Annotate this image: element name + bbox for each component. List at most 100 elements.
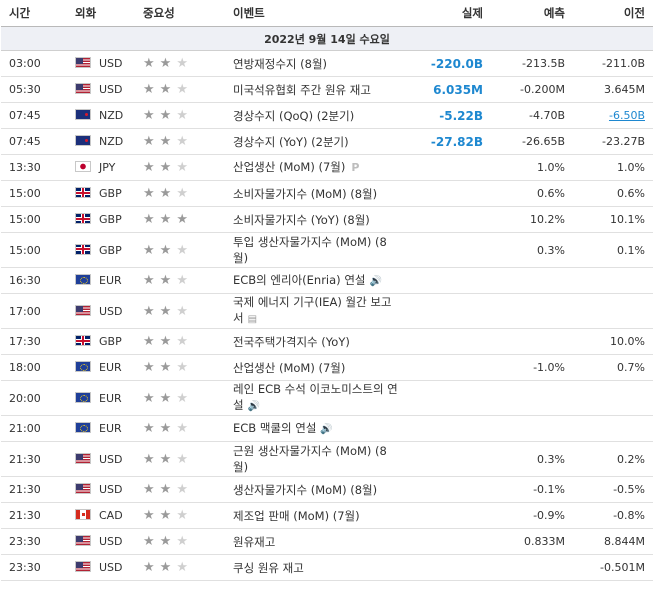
- event-name-link[interactable]: 근원 생산자물가지수 (MoM) (8월): [233, 444, 387, 474]
- event-row[interactable]: 21:30 USD ★★★ 근원 생산자물가지수 (MoM) (8월) 0.3% 0.2%: [1, 441, 653, 477]
- event-name-cell[interactable]: 소비자물가지수 (YoY) (8월): [225, 206, 407, 233]
- event-row[interactable]: 15:00 GBP ★★★ 소비자물가지수 (YoY) (8월) 10.2% 10.1%: [1, 206, 653, 233]
- event-name-link[interactable]: 경상수지 (QoQ) (2분기): [233, 108, 355, 123]
- actual-value: [407, 415, 491, 442]
- event-name-link[interactable]: 원유재고: [233, 534, 276, 549]
- event-name-cell[interactable]: 미국석유협회 주간 원유 재고: [225, 76, 407, 103]
- event-name-cell[interactable]: 근원 생산자물가지수 (MoM) (8월): [225, 441, 407, 477]
- event-row[interactable]: 21:30 USD ★★★ 생산자물가지수 (MoM) (8월) -0.1% -0.5%: [1, 476, 653, 503]
- event-row[interactable]: 15:00 GBP ★★★ 투입 생산자물가지수 (MoM) (8월) 0.3% 0.1%: [1, 232, 653, 268]
- event-row[interactable]: 13:30 JPY ★★★ 산업생산 (MoM) (7월) P 1.0% 1.0%: [1, 154, 653, 181]
- event-name-link[interactable]: 국제 에너지 기구(IEA) 월간 보고서: [233, 295, 392, 325]
- event-row[interactable]: 15:00 GBP ★★★ 소비자물가지수 (MoM) (8월) 0.6% 0.6%: [1, 180, 653, 207]
- event-name-cell[interactable]: 경상수지 (QoQ) (2분기): [225, 102, 407, 129]
- event-name-cell[interactable]: 연방재정수지 (8월): [225, 50, 407, 77]
- event-time: 07:45: [1, 102, 67, 129]
- event-name-link[interactable]: 연방재정수지 (8월): [233, 56, 328, 71]
- event-row[interactable]: 21:00 EUR ★★★ ECB 맥쿨의 연설 🔊: [1, 415, 653, 442]
- previous-value-text: 1.0%: [617, 161, 645, 174]
- col-time-header[interactable]: 시간: [1, 0, 67, 27]
- event-row[interactable]: 17:00 USD ★★★ 국제 에너지 기구(IEA) 월간 보고서 ▤: [1, 293, 653, 329]
- event-row[interactable]: 03:00 USD ★★★ 연방재정수지 (8월) -220.0B -213.5B -211…: [1, 50, 653, 77]
- event-row[interactable]: 17:30 GBP ★★★ 전국주택가격지수 (YoY) 10.0%: [1, 328, 653, 355]
- event-name-link[interactable]: 미국석유협회 주간 원유 재고: [233, 82, 371, 97]
- event-name-cell[interactable]: 소비자물가지수 (MoM) (8월): [225, 180, 407, 207]
- star-empty-icon: ★: [176, 360, 193, 375]
- col-forecast-header[interactable]: 예측: [491, 0, 573, 27]
- event-name-cell[interactable]: 국제 에너지 기구(IEA) 월간 보고서 ▤: [225, 293, 407, 329]
- event-name-link[interactable]: 산업생산 (MoM) (7월): [233, 360, 346, 375]
- event-time: 03:00: [1, 50, 67, 77]
- event-name-cell[interactable]: 레인 ECB 수석 이코노미스트의 연설 🔊: [225, 380, 407, 416]
- currency-code: NZD: [99, 135, 124, 148]
- currency-code: GBP: [99, 187, 122, 200]
- event-name-link[interactable]: 소비자물가지수 (MoM) (8월): [233, 186, 378, 201]
- star-filled-icon: ★: [143, 421, 160, 436]
- col-event-header[interactable]: 이벤트: [225, 0, 407, 27]
- event-name-cell[interactable]: 제조업 판매 (MoM) (7월): [225, 502, 407, 529]
- star-empty-icon: ★: [176, 273, 193, 288]
- currency-cell: EUR: [67, 415, 135, 442]
- event-row[interactable]: 07:45 NZD ★★★ 경상수지 (QoQ) (2분기) -5.22B -4.70B -…: [1, 102, 653, 129]
- col-importance-header[interactable]: 중요성: [135, 0, 225, 27]
- event-name-cell[interactable]: 투입 생산자물가지수 (MoM) (8월): [225, 232, 407, 268]
- event-name-cell[interactable]: ECB의 엔리아(Enria) 연설 🔊: [225, 267, 407, 294]
- event-name-link[interactable]: 전국주택가격지수 (YoY): [233, 334, 350, 349]
- previous-value: [573, 293, 653, 329]
- event-name-cell[interactable]: 산업생산 (MoM) (7월) P: [225, 154, 407, 181]
- event-name-link[interactable]: 경상수지 (YoY) (2분기): [233, 134, 349, 149]
- event-name-link[interactable]: 레인 ECB 수석 이코노미스트의 연설: [233, 382, 398, 412]
- importance-rating: ★★★: [135, 50, 225, 77]
- col-previous-header[interactable]: 이전: [573, 0, 653, 27]
- event-row[interactable]: 21:30 CAD ★★★ 제조업 판매 (MoM) (7월) -0.9% -0.8%: [1, 502, 653, 529]
- star-filled-icon: ★: [143, 303, 160, 319]
- star-filled-icon: ★: [159, 108, 177, 123]
- event-name-cell[interactable]: 전국주택가격지수 (YoY): [225, 328, 407, 355]
- event-row[interactable]: 16:30 EUR ★★★ ECB의 엔리아(Enria) 연설 🔊: [1, 267, 653, 294]
- importance-rating: ★★★: [135, 328, 225, 355]
- previous-value-text: -0.5%: [613, 483, 645, 496]
- event-row[interactable]: 23:30 USD ★★★ 쿠싱 원유 재고 -0.501M: [1, 554, 653, 581]
- event-name-link[interactable]: 소비자물가지수 (YoY) (8월): [233, 212, 370, 227]
- event-row[interactable]: 07:45 NZD ★★★ 경상수지 (YoY) (2분기) -27.82B -26.65…: [1, 128, 653, 155]
- gb-flag-icon: [75, 335, 91, 346]
- star-filled-icon: ★: [159, 160, 177, 175]
- currency-code: USD: [99, 57, 123, 70]
- nz-flag-icon: [75, 109, 91, 120]
- importance-rating: ★★★: [135, 206, 225, 233]
- event-name-cell[interactable]: 원유재고: [225, 528, 407, 555]
- event-row[interactable]: 23:30 USD ★★★ 원유재고 0.833M 8.844M: [1, 528, 653, 555]
- previous-revised-value[interactable]: -6.50B: [608, 109, 645, 122]
- event-name-link[interactable]: 투입 생산자물가지수 (MoM) (8월): [233, 235, 387, 265]
- previous-value: [573, 380, 653, 416]
- event-name-cell[interactable]: 쿠싱 원유 재고: [225, 554, 407, 581]
- actual-value: [407, 267, 491, 294]
- event-row[interactable]: 20:00 EUR ★★★ 레인 ECB 수석 이코노미스트의 연설 🔊: [1, 380, 653, 416]
- event-name-link[interactable]: 쿠싱 원유 재고: [233, 560, 304, 575]
- col-actual-header[interactable]: 실제: [407, 0, 491, 27]
- event-name-cell[interactable]: 경상수지 (YoY) (2분기): [225, 128, 407, 155]
- event-name-link[interactable]: 제조업 판매 (MoM) (7월): [233, 508, 360, 523]
- event-name-link[interactable]: ECB 맥쿨의 연설: [233, 420, 317, 435]
- event-name-link[interactable]: 산업생산 (MoM) (7월): [233, 160, 346, 174]
- importance-rating: ★★★: [135, 354, 225, 381]
- currency-cell: USD: [67, 293, 135, 329]
- event-name-cell[interactable]: 생산자물가지수 (MoM) (8월): [225, 476, 407, 503]
- previous-value: 10.1%: [573, 206, 653, 233]
- actual-value-text: 6.035M: [433, 82, 483, 97]
- col-currency-header[interactable]: 외화: [67, 0, 135, 27]
- star-empty-icon: ★: [176, 482, 193, 497]
- importance-rating: ★★★: [135, 76, 225, 103]
- forecast-value: [491, 293, 573, 329]
- event-name-cell[interactable]: 산업생산 (MoM) (7월): [225, 354, 407, 381]
- importance-rating: ★★★: [135, 554, 225, 581]
- event-row[interactable]: 18:00 EUR ★★★ 산업생산 (MoM) (7월) -1.0% 0.7%: [1, 354, 653, 381]
- event-row[interactable]: 05:30 USD ★★★ 미국석유협회 주간 원유 재고 6.035M -0.200M 3…: [1, 76, 653, 103]
- previous-value-text: 10.0%: [610, 335, 645, 348]
- event-name-cell[interactable]: ECB 맥쿨의 연설 🔊: [225, 415, 407, 442]
- star-empty-icon: ★: [176, 82, 193, 97]
- star-filled-icon: ★: [159, 421, 177, 436]
- event-name-link[interactable]: 생산자물가지수 (MoM) (8월): [233, 482, 378, 497]
- event-name-link[interactable]: ECB의 엔리아(Enria) 연설: [233, 272, 366, 287]
- ca-flag-icon: [75, 509, 91, 520]
